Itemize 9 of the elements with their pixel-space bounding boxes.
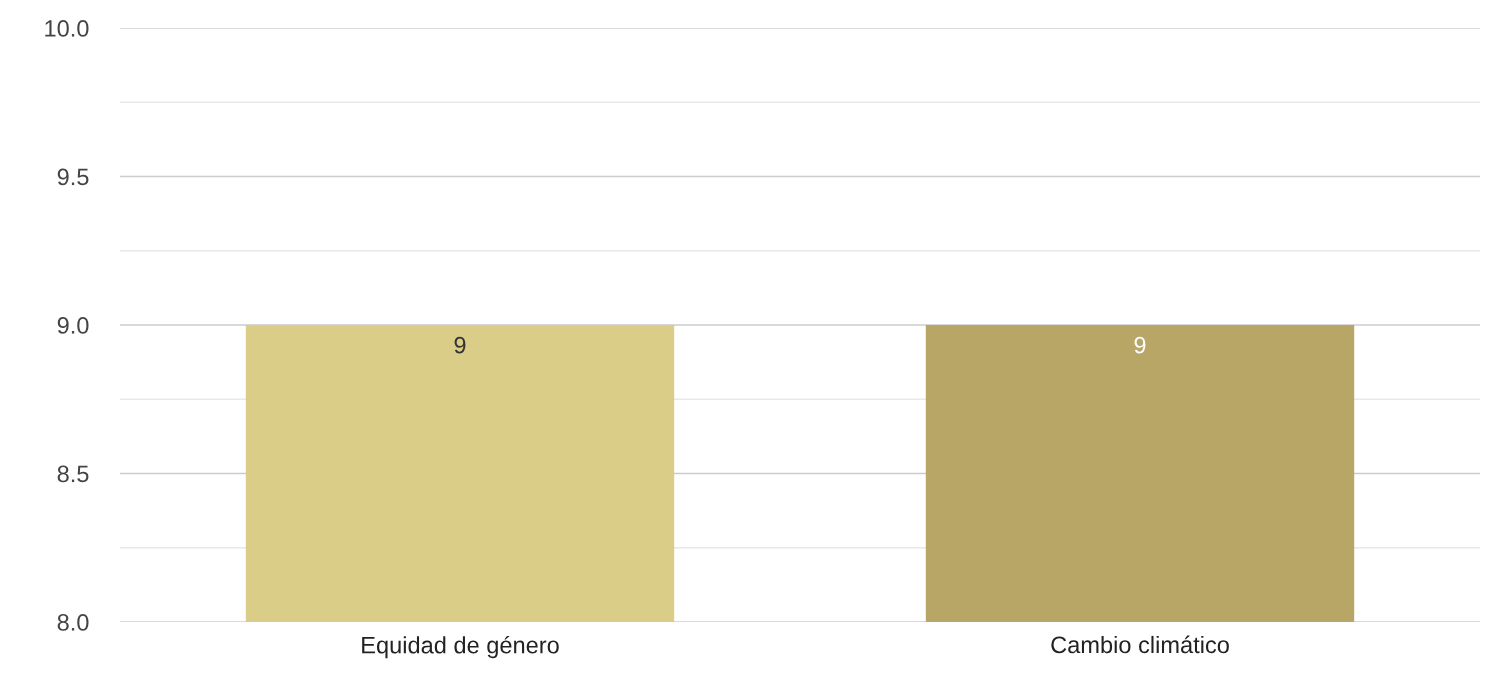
- data-label: 9: [454, 336, 466, 354]
- y-tick-label: 8.0: [57, 614, 89, 631]
- x-tick-label: Equidad de género: [362, 635, 559, 659]
- y-tick-label: 8.5: [57, 465, 89, 483]
- y-tick-label: 10.0: [45, 20, 89, 37]
- y-tick-label: 9.5: [57, 168, 89, 186]
- y-tick-label: 9.0: [57, 317, 89, 334]
- x-tick-label: Cambio climático: [1051, 635, 1229, 654]
- data-label: 9: [1134, 336, 1146, 354]
